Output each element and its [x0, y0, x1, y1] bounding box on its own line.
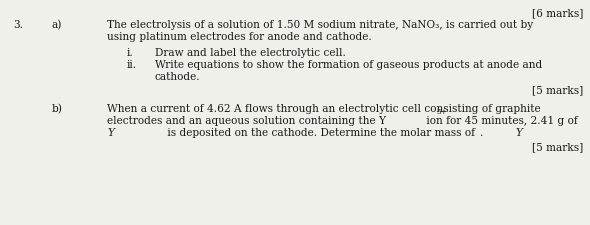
Text: Y: Y — [107, 127, 114, 137]
Text: Y: Y — [515, 127, 522, 137]
Text: ion for 45 minutes, 2.41 g of: ion for 45 minutes, 2.41 g of — [422, 115, 577, 126]
Text: cathode.: cathode. — [155, 72, 200, 82]
Text: using platinum electrodes for anode and cathode.: using platinum electrodes for anode and … — [107, 32, 372, 42]
Text: 5+: 5+ — [436, 108, 447, 115]
Text: [6 marks]: [6 marks] — [532, 8, 583, 18]
Text: When a current of 4.62 A flows through an electrolytic cell consisting of graphi: When a current of 4.62 A flows through a… — [107, 104, 541, 113]
Text: [5 marks]: [5 marks] — [532, 85, 583, 94]
Text: Draw and label the electrolytic cell.: Draw and label the electrolytic cell. — [155, 48, 346, 58]
Text: b): b) — [52, 104, 63, 114]
Text: electrodes and an aqueous solution containing the Y: electrodes and an aqueous solution conta… — [107, 115, 386, 126]
Text: a): a) — [52, 20, 63, 30]
Text: 3.: 3. — [13, 20, 23, 30]
Text: Write equations to show the formation of gaseous products at anode and: Write equations to show the formation of… — [155, 60, 542, 70]
Text: [5 marks]: [5 marks] — [532, 141, 583, 151]
Text: is deposited on the cathode. Determine the molar mass of: is deposited on the cathode. Determine t… — [164, 127, 478, 137]
Text: The electrolysis of a solution of 1.50 M sodium nitrate, NaNO₃, is carried out b: The electrolysis of a solution of 1.50 M… — [107, 20, 533, 30]
Text: ii.: ii. — [127, 60, 137, 70]
Text: .: . — [480, 127, 483, 137]
Text: i.: i. — [127, 48, 133, 58]
